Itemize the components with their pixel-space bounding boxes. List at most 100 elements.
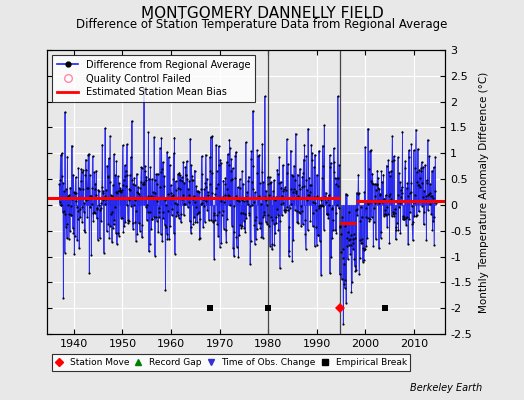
Point — [226, 145, 234, 152]
Point — [136, 185, 145, 191]
Point — [375, 245, 383, 252]
Point — [283, 204, 291, 211]
Point — [361, 246, 369, 252]
Point — [95, 195, 103, 201]
Point — [176, 172, 184, 178]
Point — [251, 189, 259, 196]
Point — [394, 226, 402, 233]
Point — [271, 214, 280, 220]
Point — [171, 199, 179, 206]
Point — [218, 195, 226, 201]
Point — [156, 184, 165, 190]
Point — [94, 236, 102, 243]
Point — [417, 168, 425, 174]
Point — [79, 186, 87, 192]
Point — [168, 193, 176, 200]
Point — [266, 242, 274, 249]
Point — [200, 186, 209, 192]
Point — [194, 208, 203, 215]
Point — [216, 156, 224, 163]
Point — [316, 203, 325, 209]
Point — [274, 171, 282, 178]
Point — [235, 232, 243, 238]
Point — [146, 241, 154, 247]
Point — [352, 267, 361, 274]
Point — [223, 216, 232, 223]
Point — [238, 223, 247, 229]
Point — [144, 209, 152, 215]
Point — [190, 167, 199, 174]
Point — [351, 268, 359, 275]
Point — [418, 180, 426, 186]
Point — [215, 208, 224, 215]
Point — [285, 248, 293, 254]
Point — [220, 199, 228, 206]
Point — [390, 213, 399, 219]
Point — [304, 126, 312, 132]
Point — [291, 130, 300, 137]
Point — [353, 190, 361, 196]
Point — [337, 231, 345, 238]
Point — [390, 210, 399, 216]
Point — [201, 180, 210, 187]
Point — [121, 173, 129, 179]
Point — [322, 211, 331, 218]
Point — [311, 200, 320, 206]
Point — [89, 218, 97, 224]
Point — [401, 214, 410, 221]
Point — [70, 189, 78, 196]
Point — [280, 209, 289, 215]
Point — [118, 142, 127, 148]
Point — [208, 170, 216, 177]
Point — [119, 229, 127, 235]
Point — [203, 206, 211, 213]
Point — [163, 208, 172, 214]
Point — [121, 218, 129, 225]
Point — [252, 235, 260, 242]
Point — [420, 209, 429, 216]
Point — [268, 241, 277, 248]
Point — [400, 216, 409, 222]
Point — [122, 168, 130, 174]
Point — [425, 153, 433, 160]
Point — [163, 149, 171, 155]
Point — [222, 159, 231, 165]
Point — [212, 142, 220, 148]
Point — [137, 164, 145, 171]
Point — [135, 220, 143, 226]
Point — [299, 170, 308, 177]
Point — [389, 211, 397, 217]
Point — [376, 192, 384, 198]
Point — [355, 271, 363, 278]
Point — [251, 216, 259, 223]
Point — [114, 230, 123, 236]
Point — [243, 198, 252, 204]
Point — [157, 169, 165, 175]
Point — [281, 184, 290, 190]
Point — [367, 147, 375, 153]
Point — [244, 174, 253, 180]
Point — [115, 180, 124, 186]
Point — [90, 186, 99, 192]
Point — [358, 236, 367, 242]
Point — [314, 232, 322, 238]
Point — [57, 202, 66, 208]
Point — [203, 189, 212, 195]
Point — [398, 190, 406, 196]
Point — [232, 149, 240, 155]
Point — [413, 179, 422, 185]
Point — [332, 230, 341, 236]
Point — [260, 212, 268, 218]
Point — [419, 194, 427, 200]
Point — [204, 195, 212, 201]
Point — [315, 238, 324, 244]
Point — [61, 211, 70, 217]
Point — [286, 194, 294, 201]
Point — [127, 154, 135, 160]
Point — [100, 250, 108, 256]
Point — [65, 210, 73, 217]
Point — [297, 203, 305, 209]
Point — [396, 179, 404, 185]
Point — [274, 211, 282, 218]
Point — [56, 152, 64, 158]
